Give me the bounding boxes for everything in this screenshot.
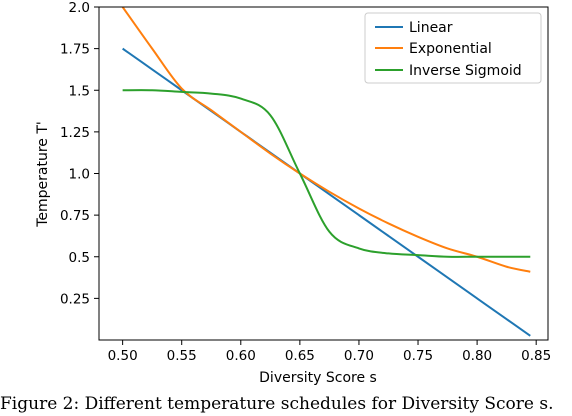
series-lines — [121, 7, 531, 337]
chart: 0.50 0.55 0.60 0.65 0.70 0.75 0.80 0.85 0.25 0.5 0… — [35, 0, 551, 386]
legend-box — [364, 12, 542, 84]
legend: Linear Exponential Inverse Sigmoid — [364, 12, 542, 84]
x-tick-label: 0.50 — [108, 348, 138, 364]
x-tick-label: 0.70 — [344, 348, 374, 364]
y-tick-label: 2.0 — [69, 0, 90, 16]
x-axis-label: Diversity Score s — [259, 370, 377, 386]
x-tick-label: 0.55 — [167, 348, 197, 364]
figure-caption: Figure 2: Different temperature schedule… — [0, 394, 554, 414]
legend-label-inverse-sigmoid: Inverse Sigmoid — [409, 63, 522, 79]
x-tick-label: 0.60 — [226, 348, 256, 364]
x-tick-label: 0.80 — [462, 348, 492, 364]
y-tick-label: 0.75 — [60, 208, 90, 224]
legend-label-linear: Linear — [409, 20, 453, 36]
x-tick-label: 0.85 — [521, 348, 551, 364]
y-tick-label: 0.25 — [60, 291, 90, 307]
x-tick-label: 0.75 — [403, 348, 433, 364]
y-tick-label: 1.75 — [60, 42, 90, 58]
y-tick-label: 1.25 — [60, 125, 90, 141]
axis-ticks: 0.50 0.55 0.60 0.65 0.70 0.75 0.80 0.85 0.25 0.5 0… — [60, 0, 551, 364]
series-line-exponential — [121, 7, 531, 273]
x-tick-label: 0.65 — [285, 348, 315, 364]
y-tick-label: 1.5 — [69, 83, 90, 99]
series-line-inverse-sigmoid — [122, 89, 531, 258]
y-tick-label: 0.5 — [69, 250, 90, 266]
y-axis-label: Temperature T' — [35, 121, 51, 228]
legend-label-exponential: Exponential — [409, 41, 492, 57]
y-tick-label: 1.0 — [69, 167, 90, 183]
